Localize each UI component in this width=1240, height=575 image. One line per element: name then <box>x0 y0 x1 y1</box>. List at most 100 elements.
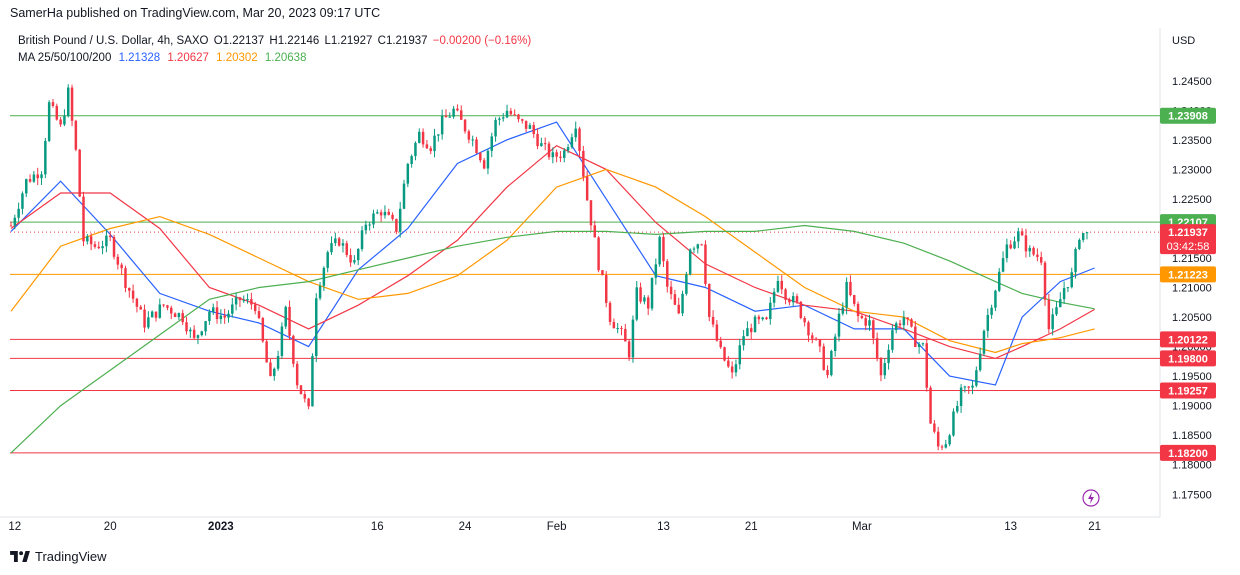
candle-body <box>856 303 860 317</box>
candle-body <box>482 160 486 169</box>
candle-body <box>299 385 303 395</box>
candle-body <box>181 313 184 323</box>
ohlc-close: C1.21937 <box>377 35 428 47</box>
candle-body <box>624 328 627 342</box>
candle-body <box>498 118 501 120</box>
candle-body <box>139 306 142 310</box>
candle-body <box>929 387 932 424</box>
candle-body <box>761 317 764 320</box>
candle-body <box>959 387 963 406</box>
candle-body <box>189 329 192 332</box>
candle-body <box>936 431 940 447</box>
candle-body <box>150 311 154 318</box>
candle-body <box>597 237 600 271</box>
symbol-name[interactable]: British Pound / U.S. Dollar, 4h, SAXO <box>18 35 209 47</box>
candle-body <box>967 386 970 388</box>
candle-body <box>460 110 463 120</box>
replay-icon[interactable] <box>1082 489 1100 507</box>
ma200-value: 1.20638 <box>264 52 307 64</box>
candle-body <box>334 238 337 244</box>
candle-body <box>765 317 768 320</box>
candle-body <box>582 150 585 177</box>
candle-body <box>330 243 333 253</box>
candle-body <box>1001 258 1005 272</box>
candle-body <box>364 224 368 231</box>
candle-body <box>276 355 280 369</box>
candle-body <box>32 174 36 182</box>
candle-body <box>746 328 749 337</box>
candle-body <box>273 368 276 377</box>
candle-body <box>627 341 631 358</box>
candle-body <box>356 249 360 261</box>
candle-body <box>36 174 39 179</box>
candle-body <box>524 120 528 129</box>
candle-body <box>734 364 738 373</box>
candle-body <box>353 260 356 263</box>
candle-body <box>479 153 482 161</box>
candle-body <box>956 405 959 412</box>
level-price-label: 1.18200 <box>1168 448 1208 460</box>
candle-body <box>143 309 146 328</box>
candle-body <box>124 268 127 289</box>
candle-body <box>368 224 371 226</box>
level-price-label: 1.23908 <box>1168 111 1208 123</box>
candle-body <box>555 152 558 157</box>
candle-body <box>494 119 497 137</box>
y-tick-label: 1.20500 <box>1172 312 1212 324</box>
candle-body <box>517 114 520 120</box>
candle-body <box>128 288 131 291</box>
candle-body <box>257 311 261 319</box>
candle-body <box>70 87 74 121</box>
candle-body <box>513 114 516 116</box>
candle-body <box>97 246 100 249</box>
candle-body <box>749 328 753 333</box>
x-tick-label: 2023 <box>208 521 234 533</box>
candle-body <box>658 236 661 265</box>
candle-body <box>704 244 707 284</box>
candle-body <box>753 316 757 333</box>
candle-body <box>437 134 440 136</box>
ma-label[interactable]: MA 25/50/100/200 <box>18 52 112 64</box>
candle-body <box>505 110 509 118</box>
candle-body <box>395 218 398 232</box>
brand-name: TradingView <box>35 549 107 564</box>
candle-body <box>78 149 81 197</box>
candle-body <box>826 369 829 376</box>
candle-body <box>585 176 589 201</box>
candle-body <box>250 299 253 305</box>
tradingview-brand[interactable]: TradingView <box>10 549 107 564</box>
candle-body <box>769 302 772 320</box>
candle-body <box>429 148 432 152</box>
candle-body <box>643 297 646 302</box>
candle-body <box>864 318 867 326</box>
bar-countdown-label: 03:42:58 <box>1167 241 1210 253</box>
candle-body <box>387 211 390 215</box>
candle-body <box>433 135 436 152</box>
x-tick-label: 13 <box>1004 521 1017 533</box>
candle-body <box>536 133 539 147</box>
candle-body <box>635 287 638 320</box>
candle-body <box>253 304 257 312</box>
currency-label[interactable]: USD <box>1172 35 1196 47</box>
level-price-tag <box>1160 331 1216 348</box>
candle-body <box>1062 288 1066 300</box>
ohlc-low: L1.21927 <box>324 35 373 47</box>
candle-body <box>799 301 803 319</box>
candle-body <box>265 341 268 363</box>
candle-body <box>108 235 112 238</box>
candle-body <box>532 125 535 134</box>
candle-body <box>563 150 566 158</box>
candle-body <box>845 281 848 308</box>
candle-body <box>944 444 948 448</box>
candle-body <box>418 131 421 143</box>
candle-body <box>803 318 806 323</box>
candle-body <box>982 330 986 354</box>
candle-body <box>772 291 776 303</box>
candle-body <box>475 139 478 154</box>
candle-body <box>879 358 883 376</box>
candle-body <box>154 311 158 318</box>
candle-body <box>44 140 47 175</box>
y-tick-label: 1.21500 <box>1172 253 1212 265</box>
candle-body <box>372 213 375 225</box>
